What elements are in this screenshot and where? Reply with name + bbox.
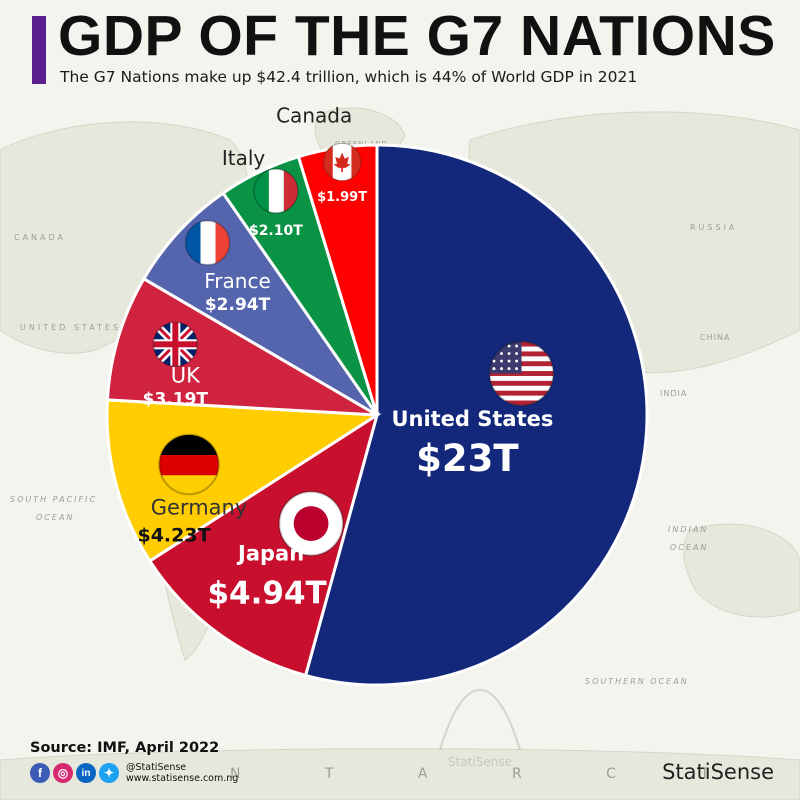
slice-name-france: France (204, 269, 271, 293)
map-label-south-pacific: SOUTH PACIFIC (10, 495, 97, 504)
germany-flag-icon (158, 433, 220, 496)
slice-name-canada: Canada (276, 104, 352, 128)
slice-name-italy: Italy (222, 146, 266, 170)
map-label-united-states: UNITED STATES (20, 323, 121, 332)
instagram-icon[interactable]: ◎ (53, 763, 73, 783)
brand-logo: StatiSense (662, 760, 774, 784)
page-title: GDP OF THE G7 NATIONS (58, 4, 776, 68)
website-link[interactable]: www.statisense.com.ng (126, 773, 239, 784)
pie-slice-uk (105, 276, 378, 417)
map-label-russia: RUSSIA (690, 223, 737, 232)
social-links: f ◎ in ✦ @StatiSense www.statisense.com.… (30, 762, 238, 784)
uk-flag-icon (152, 321, 199, 368)
map-antarctica (0, 748, 800, 800)
pie-slice-japan (147, 411, 380, 678)
slice-value-france: $2.94T (205, 295, 271, 315)
social-handle[interactable]: @StatiSense (126, 762, 187, 773)
slice-value-united-states: $23T (416, 437, 519, 480)
map-label-india: INDIA (660, 389, 687, 398)
slice-value-germany: $4.23T (137, 525, 210, 547)
watermark-logo: StatiSense (439, 688, 521, 769)
slice-name-united-states: United States (391, 407, 553, 431)
social-handles: @StatiSense www.statisense.com.ng (126, 762, 238, 784)
title-accent-bar (32, 16, 46, 84)
page-subtitle: The G7 Nations make up $42.4 trillion, w… (60, 68, 638, 86)
usa-flag-icon (488, 340, 555, 407)
slice-value-italy: $2.10T (249, 223, 303, 239)
pie-slices (105, 143, 649, 687)
watermark-text: StatiSense (448, 755, 512, 769)
japan-flag-icon (278, 490, 345, 557)
twitter-icon[interactable]: ✦ (99, 763, 119, 783)
map-label-china: CHINA (700, 333, 730, 342)
facebook-icon[interactable]: f (30, 763, 50, 783)
slice-value-uk: $3.19T (143, 389, 209, 409)
canada-flag-icon (322, 142, 362, 182)
map-label-antarctica: N T A R C T (230, 766, 749, 782)
france-flag-icon (184, 220, 231, 266)
map-label-southern-ocean: SOUTHERN OCEAN (585, 677, 689, 686)
slice-value-japan: $4.94T (207, 576, 326, 612)
map-label-canada: CANADA (14, 233, 66, 242)
italy-flag-icon (253, 168, 299, 214)
map-australia (683, 523, 800, 618)
map-label-indian: INDIAN (668, 525, 708, 534)
slice-name-japan: Japan (236, 542, 304, 566)
pie-slice-united-states (303, 143, 649, 687)
slice-name-uk: UK (171, 363, 201, 387)
slice-value-canada: $1.99T (317, 190, 367, 205)
map-label-ocean-indian: OCEAN (670, 543, 708, 552)
linkedin-icon[interactable]: in (76, 763, 96, 783)
source-note: Source: IMF, April 2022 (30, 740, 220, 756)
pie-labels: United States $23T Japan $4.94T Germany $4.23… (137, 104, 555, 612)
map-label-ocean-pacific: OCEAN (36, 513, 74, 522)
slice-name-germany: Germany (151, 496, 248, 520)
